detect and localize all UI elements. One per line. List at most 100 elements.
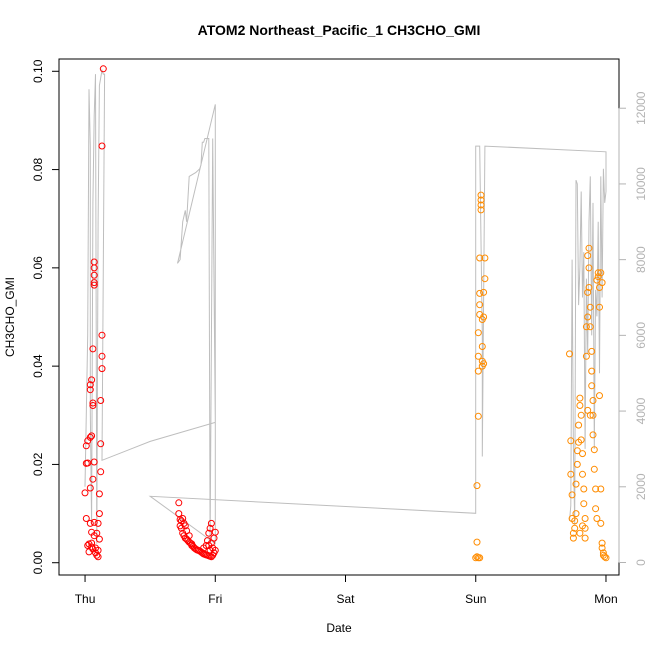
data-point-orange [592, 505, 600, 513]
data-point-red [90, 458, 98, 466]
data-point-orange [567, 470, 575, 478]
data-point-orange [474, 412, 482, 420]
data-point-orange [476, 254, 484, 262]
data-point-orange [472, 554, 480, 562]
data-point-red [90, 271, 98, 279]
data-point-orange [590, 465, 598, 473]
plot-frame [58, 58, 620, 576]
x-tick-label: Thu [75, 592, 96, 606]
data-point-orange [579, 450, 586, 458]
data-point-red [93, 551, 101, 559]
data-point-orange [598, 279, 606, 287]
data-point-orange [588, 347, 596, 355]
data-point-orange [474, 367, 482, 375]
data-point-red [205, 542, 213, 549]
data-point-orange [476, 301, 484, 309]
data-point-orange [573, 460, 581, 468]
data-point-red [175, 499, 183, 507]
data-point-orange [598, 539, 606, 547]
data-point-orange [602, 554, 610, 562]
data-point-orange [590, 446, 598, 454]
data-point-red [81, 489, 89, 497]
data-point-orange [582, 352, 590, 360]
y-tick-label: 0.00 [31, 551, 45, 575]
data-point-red [86, 484, 94, 492]
data-point-red [211, 528, 219, 536]
data-point-orange [584, 252, 592, 260]
right-tick-label: 8000 [634, 246, 648, 273]
data-point-red [86, 433, 94, 441]
data-point-red [97, 440, 105, 448]
data-point-red [185, 532, 193, 540]
data-point-orange [569, 534, 577, 542]
data-point-orange [567, 437, 575, 445]
data-point-orange [584, 313, 592, 321]
data-point-orange [577, 436, 585, 444]
data-point-orange [596, 303, 603, 311]
data-point-red [89, 545, 97, 553]
data-point-orange [481, 275, 489, 283]
data-point-orange [477, 201, 485, 209]
data-point-orange [481, 254, 489, 262]
x-tick-label: Sun [465, 592, 486, 606]
data-point-red [84, 459, 92, 467]
data-point-orange [576, 394, 584, 402]
data-point-orange [585, 264, 593, 272]
data-point-orange [480, 313, 488, 321]
y-tick-label: 0.08 [31, 158, 45, 182]
data-point-red [97, 468, 105, 476]
data-point-orange [572, 480, 580, 488]
data-point-orange [572, 510, 580, 518]
altitude-line [84, 68, 607, 545]
data-point-orange [573, 447, 581, 455]
x-tick-label: Fri [208, 592, 222, 606]
data-point-orange [585, 284, 593, 291]
data-point-orange [568, 491, 576, 499]
data-point-red [205, 529, 213, 537]
data-point-red [89, 475, 97, 483]
data-point-red [207, 519, 215, 527]
data-point-orange [576, 402, 584, 409]
right-tick-label: 12000 [634, 91, 648, 125]
y-axis-label: CH3CHO_GMI [3, 277, 17, 357]
data-point-orange [473, 482, 481, 490]
data-point-orange [580, 500, 588, 508]
data-point-orange [480, 360, 488, 368]
y-axis: 0.00 0.02 0.04 0.06 0.08 0.10 [31, 59, 60, 575]
data-point-orange [579, 522, 586, 530]
data-point-orange [597, 519, 605, 527]
data-point-orange [571, 517, 579, 525]
data-point-red [179, 515, 187, 522]
x-axis: Thu Fri Sat Sun Mon [75, 574, 618, 606]
data-point-orange [584, 288, 592, 296]
data-point-orange [474, 329, 482, 337]
data-point-orange [476, 289, 484, 297]
data-points-layer [81, 65, 610, 562]
data-point-orange [588, 367, 596, 375]
data-point-red [98, 142, 106, 150]
data-point-orange [477, 206, 485, 214]
data-point-red [88, 376, 96, 384]
data-point-red [95, 510, 103, 518]
chart-title: ATOM2 Northeast_Pacific_1 CH3CHO_GMI [198, 22, 481, 38]
data-point-red [211, 546, 219, 554]
data-point-orange [581, 515, 589, 522]
data-point-orange [586, 411, 594, 419]
data-point-red [86, 519, 94, 527]
y-tick-label: 0.04 [31, 354, 45, 378]
data-point-red [89, 399, 97, 407]
data-point-orange [594, 269, 602, 277]
data-point-orange [586, 323, 594, 331]
data-point-red [97, 397, 105, 404]
right-tick-label: 0 [634, 559, 648, 566]
data-point-orange [476, 554, 484, 562]
data-point-red [98, 365, 106, 373]
y-tick-label: 0.02 [31, 452, 45, 476]
data-point-orange [579, 470, 586, 478]
data-point-orange [577, 411, 585, 419]
data-point-orange [596, 392, 603, 400]
right-tick-label: 6000 [634, 322, 648, 349]
data-point-orange [588, 382, 596, 390]
data-point-orange [576, 529, 584, 537]
